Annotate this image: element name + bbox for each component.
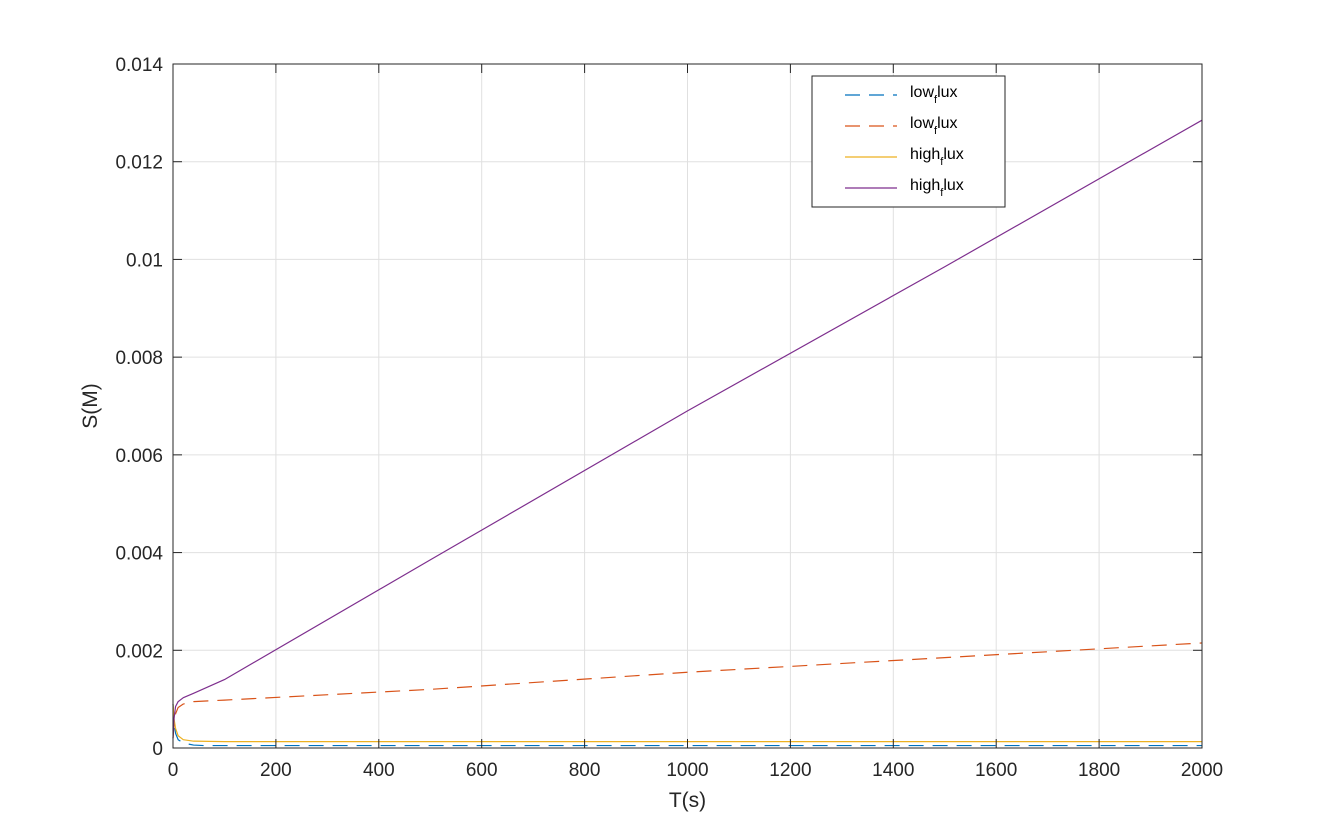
legend-label-base: low bbox=[910, 84, 934, 101]
x-tick-label: 0 bbox=[168, 760, 179, 781]
legend-label-rest: lux bbox=[943, 146, 963, 163]
y-tick-label: 0 bbox=[152, 739, 163, 760]
x-tick-label: 800 bbox=[569, 760, 601, 781]
x-tick-label: 1800 bbox=[1078, 760, 1120, 781]
legend-label-base: high bbox=[910, 146, 940, 163]
x-tick-label: 1400 bbox=[872, 760, 914, 781]
y-tick-label: 0.008 bbox=[115, 348, 163, 369]
x-tick-label: 1200 bbox=[769, 760, 811, 781]
x-tick-label: 200 bbox=[260, 760, 292, 781]
legend-label-rest: lux bbox=[937, 84, 957, 101]
y-tick-label: 0.006 bbox=[115, 446, 163, 467]
legend-label-rest: lux bbox=[937, 115, 957, 132]
y-tick-label: 0.012 bbox=[115, 153, 163, 174]
x-tick-label: 400 bbox=[363, 760, 395, 781]
y-tick-label: 0.01 bbox=[126, 250, 163, 271]
x-tick-label: 2000 bbox=[1181, 760, 1223, 781]
y-tick-label: 0.002 bbox=[115, 641, 163, 662]
y-tick-label: 0.014 bbox=[115, 55, 163, 76]
x-tick-label: 1000 bbox=[666, 760, 708, 781]
x-axis-title: T(s) bbox=[669, 789, 706, 812]
legend-box bbox=[812, 76, 1005, 207]
y-tick-label: 0.004 bbox=[115, 544, 163, 565]
x-tick-label: 1600 bbox=[975, 760, 1017, 781]
legend-label-rest: lux bbox=[943, 177, 963, 194]
y-axis-title: S(M) bbox=[79, 383, 102, 429]
x-tick-label: 600 bbox=[466, 760, 498, 781]
legend-label-base: low bbox=[910, 115, 934, 132]
legend-label-base: high bbox=[910, 177, 940, 194]
